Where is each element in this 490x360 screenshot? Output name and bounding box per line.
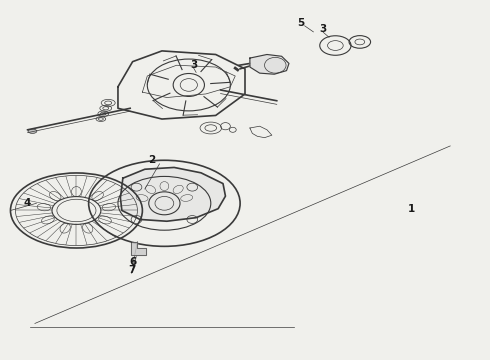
Text: 3: 3 xyxy=(190,60,197,70)
Text: 7: 7 xyxy=(128,265,135,275)
Text: 6: 6 xyxy=(129,257,136,267)
Text: 4: 4 xyxy=(24,198,31,208)
Polygon shape xyxy=(121,167,225,221)
Text: 1: 1 xyxy=(408,204,415,214)
Text: 5: 5 xyxy=(297,18,305,28)
Text: 3: 3 xyxy=(319,24,327,35)
Polygon shape xyxy=(250,54,289,74)
Ellipse shape xyxy=(28,129,37,134)
Polygon shape xyxy=(131,242,146,255)
Text: 2: 2 xyxy=(148,155,156,165)
